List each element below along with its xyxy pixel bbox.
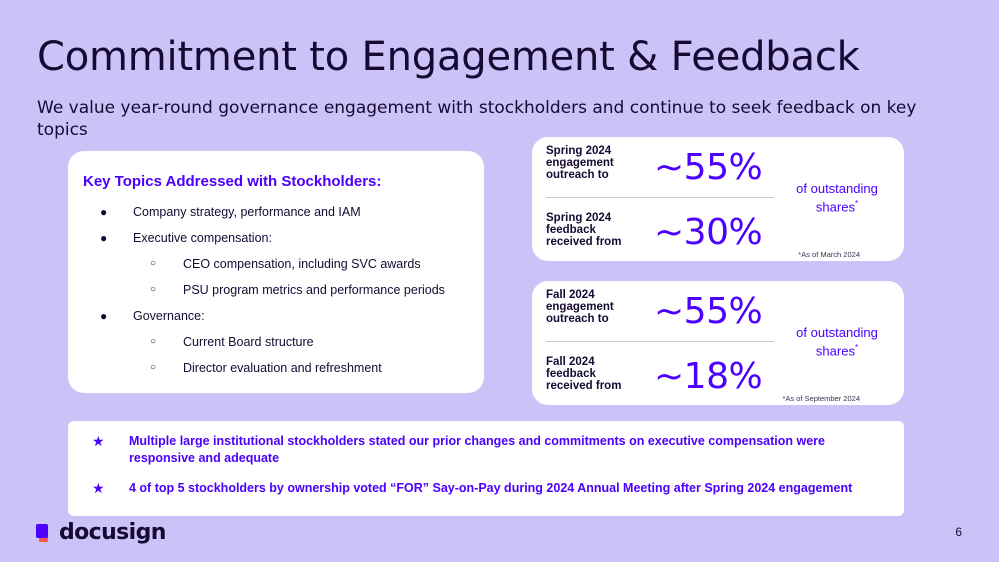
sub-bullet-icon: ○ xyxy=(150,258,157,269)
spring-unit-label: of outstanding shares* xyxy=(782,181,892,214)
spring-feedback-value: ~30% xyxy=(654,212,763,253)
footnote-marker: * xyxy=(854,343,859,352)
star-icon: ★ xyxy=(92,480,105,496)
docusign-logo: docusign xyxy=(36,520,166,545)
slide-subtitle: We value year-round governance engagemen… xyxy=(37,98,917,140)
key-topics-card: Key Topics Addressed with Stockholders: … xyxy=(68,151,484,393)
topic-subitem-text: Director evaluation and refreshment xyxy=(183,361,382,375)
sub-bullet-icon: ○ xyxy=(150,284,157,295)
summary-item-text: 4 of top 5 stockholders by ownership vot… xyxy=(129,481,853,495)
key-topics-heading: Key Topics Addressed with Stockholders: xyxy=(83,173,382,190)
summary-item-text: Multiple large institutional stockholder… xyxy=(129,434,825,465)
spring-outreach-value: ~55% xyxy=(654,147,763,188)
star-icon: ★ xyxy=(92,433,105,449)
spring-2024-stats-card: Spring 2024 engagement outreach to ~55% … xyxy=(532,137,904,261)
fall-unit-text: of outstanding shares xyxy=(796,325,878,359)
docusign-logo-icon xyxy=(36,523,48,542)
fall-outreach-label: Fall 2024 engagement outreach to xyxy=(546,289,614,325)
topic-subitem-text: CEO compensation, including SVC awards xyxy=(183,257,421,271)
bullet-icon: ● xyxy=(100,231,108,245)
logo-wordmark: docusign xyxy=(59,520,166,545)
fall-footnote: *As of September 2024 xyxy=(782,394,860,403)
spring-outreach-label: Spring 2024 engagement outreach to xyxy=(546,145,614,181)
summary-card: ★ Multiple large institutional stockhold… xyxy=(68,421,904,516)
spring-feedback-label: Spring 2024 feedback received from xyxy=(546,212,622,248)
topic-subitem-text: Current Board structure xyxy=(183,335,314,349)
slide-title: Commitment to Engagement & Feedback xyxy=(37,34,860,80)
fall-feedback-label: Fall 2024 feedback received from xyxy=(546,356,622,392)
fall-feedback-value: ~18% xyxy=(654,356,763,397)
fall-unit-label: of outstanding shares* xyxy=(782,325,892,358)
divider xyxy=(546,197,774,198)
divider xyxy=(546,341,774,342)
fall-2024-stats-card: Fall 2024 engagement outreach to ~55% Fa… xyxy=(532,281,904,405)
spring-footnote: *As of March 2024 xyxy=(798,250,860,259)
spring-unit-text: of outstanding shares xyxy=(796,181,878,215)
bullet-icon: ● xyxy=(100,205,108,219)
topic-item-text: Company strategy, performance and IAM xyxy=(133,205,361,219)
sub-bullet-icon: ○ xyxy=(150,336,157,347)
fall-outreach-value: ~55% xyxy=(654,291,763,332)
page-number: 6 xyxy=(955,525,962,539)
topic-item-text: Governance: xyxy=(133,309,205,323)
sub-bullet-icon: ○ xyxy=(150,362,157,373)
footnote-marker: * xyxy=(854,199,859,208)
topic-item-text: Executive compensation: xyxy=(133,231,272,245)
bullet-icon: ● xyxy=(100,309,108,323)
topic-subitem-text: PSU program metrics and performance peri… xyxy=(183,283,445,297)
